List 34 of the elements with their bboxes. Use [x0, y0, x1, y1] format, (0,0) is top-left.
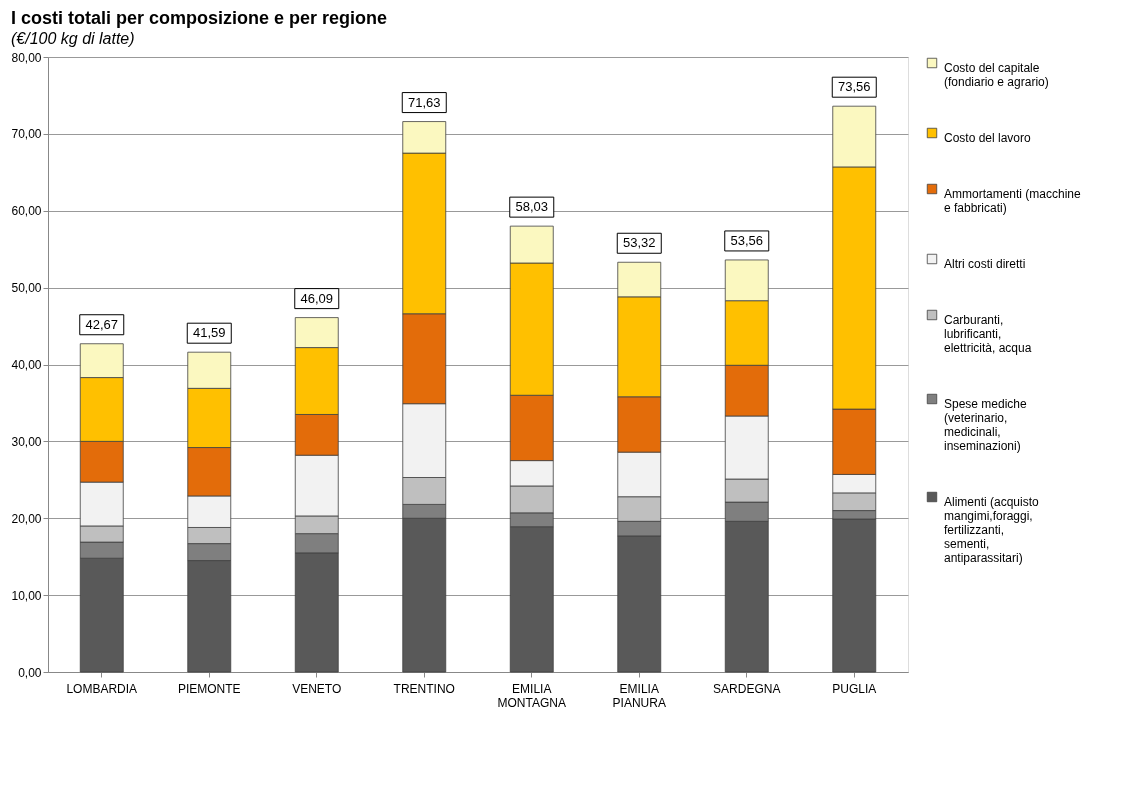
y-tick-label: 30,00: [11, 434, 42, 449]
total-label: 71,63: [407, 94, 441, 110]
y-tick-label: 0,00: [18, 665, 42, 680]
legend-label: Ammortamenti (macchine e fabbricati): [944, 187, 1082, 215]
y-tick-label: 20,00: [11, 511, 42, 526]
x-tick-label: LOMBARDIA: [66, 681, 138, 696]
legend-label: Altri costi diretti: [944, 257, 1026, 271]
x-tick-label: SARDEGNA: [713, 681, 781, 696]
y-tick-label: 50,00: [11, 281, 42, 296]
y-tick-label: 60,00: [11, 204, 42, 219]
chart-subtitle: (€/100 kg di latte): [10, 30, 135, 47]
legend-label: Costo del lavoro: [944, 131, 1032, 145]
x-tick-label: PUGLIA: [832, 681, 877, 696]
legend-label: Costo del capitale (fondiario e agrario): [944, 61, 1049, 89]
y-tick-label: 80,00: [11, 50, 42, 65]
x-tick-label: EMILIA MONTAGNA: [497, 681, 566, 710]
total-label: 53,32: [622, 235, 656, 251]
total-label: 58,03: [515, 199, 549, 215]
legend-label: Spese mediche (veterinario, medicinali, inseminazioni): [944, 397, 1028, 453]
x-tick-label: EMILIA PIANURA: [612, 681, 666, 710]
y-tick-label: 70,00: [11, 127, 42, 142]
x-tick-label: VENETO: [292, 681, 342, 696]
chart-title: I costi totali per composizione e per regione: [10, 8, 388, 28]
total-label: 42,67: [85, 316, 119, 332]
total-label: 41,59: [192, 325, 226, 341]
total-label: 73,56: [837, 79, 871, 95]
legend-label: Alimenti (acquisto mangimi,foraggi, fertilizzanti, sementi, antiparassitari): [944, 495, 1040, 565]
x-tick-label: TRENTINO: [393, 681, 455, 696]
total-label: 53,56: [730, 232, 764, 248]
total-label: 46,09: [300, 290, 334, 306]
y-tick-label: 40,00: [11, 358, 42, 372]
x-tick-label: PIEMONTE: [177, 681, 241, 696]
y-tick-label: 10,00: [11, 588, 42, 603]
legend-label: Carburanti, lubrificanti, elettricità, acqua: [944, 313, 1032, 355]
